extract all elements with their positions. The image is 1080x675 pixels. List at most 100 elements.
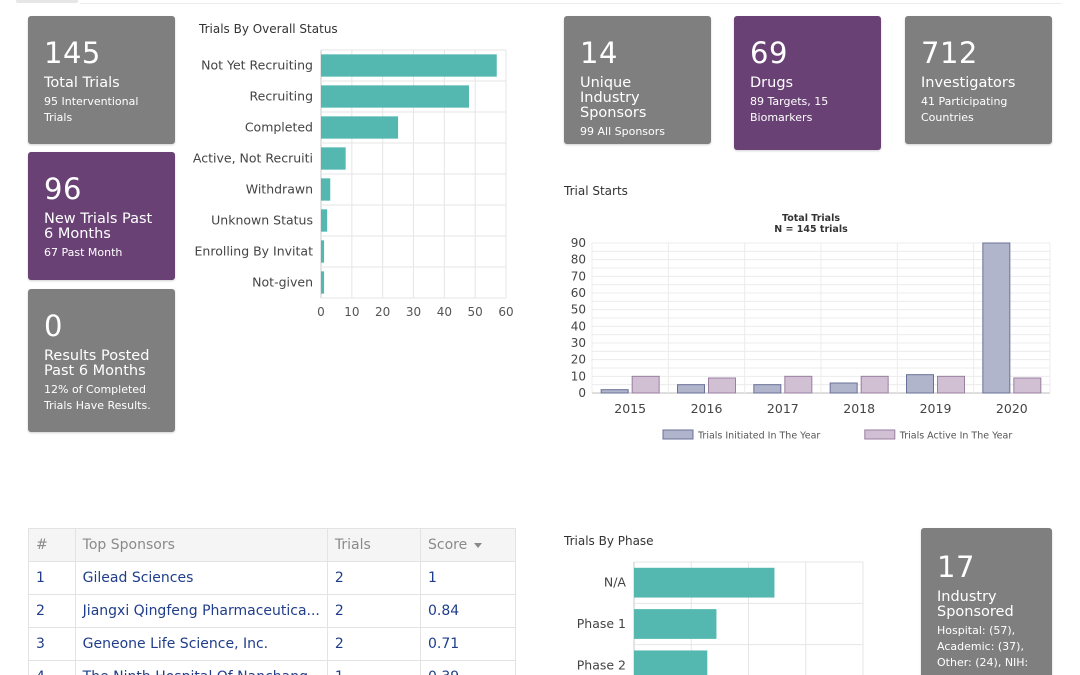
starts-x-tick-label: 2018 xyxy=(843,401,875,416)
status-tick-label: 10 xyxy=(344,305,359,319)
score-header-label: Score xyxy=(427,537,468,553)
status-tick-label: 40 xyxy=(437,305,452,319)
investigators-sub: 41 Participating Countries xyxy=(921,95,1008,124)
score-header[interactable]: Score xyxy=(419,528,517,562)
table-header-row: # Top Sponsors Trials Score xyxy=(28,528,517,562)
industry-sponsored-number: 17 xyxy=(937,550,975,584)
starts-chart-title: Trial Starts xyxy=(564,184,628,198)
starts-bar xyxy=(1013,377,1042,394)
top-strip xyxy=(0,0,1080,4)
phase-category-label: N/A xyxy=(604,575,627,590)
status-category-label: Withdrawn xyxy=(246,182,313,197)
starts-y-tick-label: 10 xyxy=(571,369,586,383)
top-tab[interactable] xyxy=(16,0,78,3)
top-divider xyxy=(80,3,1062,4)
row-score: 0.39 xyxy=(419,660,517,675)
row-trials: 2 xyxy=(326,594,421,628)
total-trials-title: Total Trials xyxy=(44,75,120,91)
starts-legend-label: Trials Active In The Year xyxy=(899,431,1013,442)
row-score: 1 xyxy=(419,561,517,595)
row-sponsor-link[interactable]: The Ninth Hospital Of Nanchang xyxy=(74,660,328,675)
row-rank: 3 xyxy=(28,627,76,661)
starts-legend-swatch xyxy=(662,429,694,440)
table-row[interactable]: 3 Geneone Life Science, Inc. 2 0.71 xyxy=(28,627,517,661)
row-rank: 1 xyxy=(28,561,76,595)
starts-bar xyxy=(860,375,889,394)
starts-x-tick-label: 2017 xyxy=(767,401,799,416)
status-category-label: Completed xyxy=(245,120,313,135)
results-posted-number: 0 xyxy=(44,309,63,343)
starts-plot-subtitle: N = 145 trials xyxy=(774,224,848,235)
investigators-title: Investigators xyxy=(921,75,1016,91)
status-bar xyxy=(321,271,325,294)
starts-x-tick-label: 2020 xyxy=(996,401,1028,416)
starts-bar xyxy=(677,384,705,394)
industry-sponsors-sub: 99 All Sponsors xyxy=(580,125,666,138)
industry-sponsored-card[interactable]: 17 Industry Sponsored Hospital: (57), Ac… xyxy=(921,528,1052,675)
results-posted-card[interactable]: 0 Results Posted Past 6 Months 12% of Co… xyxy=(28,289,175,432)
trials-header[interactable]: Trials xyxy=(326,528,421,562)
starts-y-tick-label: 80 xyxy=(571,253,586,267)
table-row[interactable]: 2 Jiangxi Qingfeng Pharmaceutica... 2 0.… xyxy=(28,594,517,628)
status-bar xyxy=(321,209,328,232)
total-trials-number: 145 xyxy=(44,36,101,70)
investigators-number: 712 xyxy=(921,36,978,70)
starts-y-tick-label: 0 xyxy=(578,386,586,400)
starts-y-tick-label: 70 xyxy=(571,269,586,283)
row-rank: 4 xyxy=(28,660,76,675)
investigators-card[interactable]: 712 Investigators 41 Participating Count… xyxy=(905,16,1052,144)
status-tick-label: 30 xyxy=(406,305,421,319)
starts-x-tick-label: 2016 xyxy=(691,401,723,416)
drugs-title: Drugs xyxy=(750,75,794,91)
row-score: 0.71 xyxy=(419,627,517,661)
starts-y-tick-label: 50 xyxy=(571,303,586,317)
sort-down-icon[interactable] xyxy=(474,542,483,548)
row-trials: 2 xyxy=(326,561,421,595)
starts-plot-title: Total Trials xyxy=(782,213,840,224)
status-tick-label: 20 xyxy=(375,305,390,319)
starts-x-tick-label: 2015 xyxy=(614,401,646,416)
results-posted-sub: 12% of Completed Trials Have Results. xyxy=(44,383,151,412)
row-sponsor-link[interactable]: Geneone Life Science, Inc. xyxy=(74,627,328,661)
phase-bar xyxy=(634,567,775,598)
starts-bar xyxy=(708,377,736,394)
starts-bar xyxy=(784,375,813,394)
industry-sponsors-card[interactable]: 14 Unique Industry Sponsors 99 All Spons… xyxy=(564,16,711,144)
starts-legend-swatch xyxy=(864,429,896,440)
new-trials-sub: 67 Past Month xyxy=(44,246,123,259)
sponsor-header[interactable]: Top Sponsors xyxy=(74,528,328,562)
starts-bar xyxy=(937,375,965,394)
new-trials-number: 96 xyxy=(44,172,82,206)
starts-y-tick-label: 40 xyxy=(571,319,586,333)
status-tick-label: 60 xyxy=(498,305,513,319)
starts-x-tick-label: 2019 xyxy=(920,401,952,416)
starts-y-tick-label: 30 xyxy=(571,336,586,350)
table-row[interactable]: 1 Gilead Sciences 2 1 xyxy=(28,561,517,595)
rank-header[interactable]: # xyxy=(28,528,76,562)
drugs-sub: 89 Targets, 15 Biomarkers xyxy=(750,95,829,124)
industry-sponsors-title: Unique Industry Sponsors xyxy=(580,75,647,121)
status-category-label: Not-given xyxy=(252,275,313,290)
drugs-number: 69 xyxy=(750,36,788,70)
starts-bar xyxy=(600,389,629,394)
new-trials-card[interactable]: 96 New Trials Past 6 Months 67 Past Mont… xyxy=(28,152,175,280)
starts-legend-label: Trials Initiated In The Year xyxy=(697,431,820,442)
status-chart: Not Yet Recruiting Recruiting Completed Act… xyxy=(193,49,514,319)
row-trials: 1 xyxy=(326,660,421,675)
starts-bar xyxy=(631,375,660,394)
starts-bar xyxy=(982,242,1011,394)
total-trials-card[interactable]: 145 Total Trials 95 Interventional Trial… xyxy=(28,16,175,144)
new-trials-title: New Trials Past 6 Months xyxy=(44,211,153,242)
starts-bar xyxy=(753,384,782,394)
status-bar xyxy=(321,178,331,201)
starts-y-tick-label: 60 xyxy=(571,286,586,300)
row-sponsor-link[interactable]: Jiangxi Qingfeng Pharmaceutica... xyxy=(74,594,328,628)
row-sponsor-link[interactable]: Gilead Sciences xyxy=(74,561,328,595)
status-chart-title: Trials By Overall Status xyxy=(199,22,338,36)
total-trials-sub: 95 Interventional Trials xyxy=(44,95,139,124)
table-row[interactable]: 4 The Ninth Hospital Of Nanchang 1 0.39 xyxy=(28,660,517,675)
starts-y-tick-label: 90 xyxy=(571,236,586,250)
drugs-card[interactable]: 69 Drugs 89 Targets, 15 Biomarkers xyxy=(734,16,881,150)
status-category-label: Unknown Status xyxy=(211,213,313,228)
